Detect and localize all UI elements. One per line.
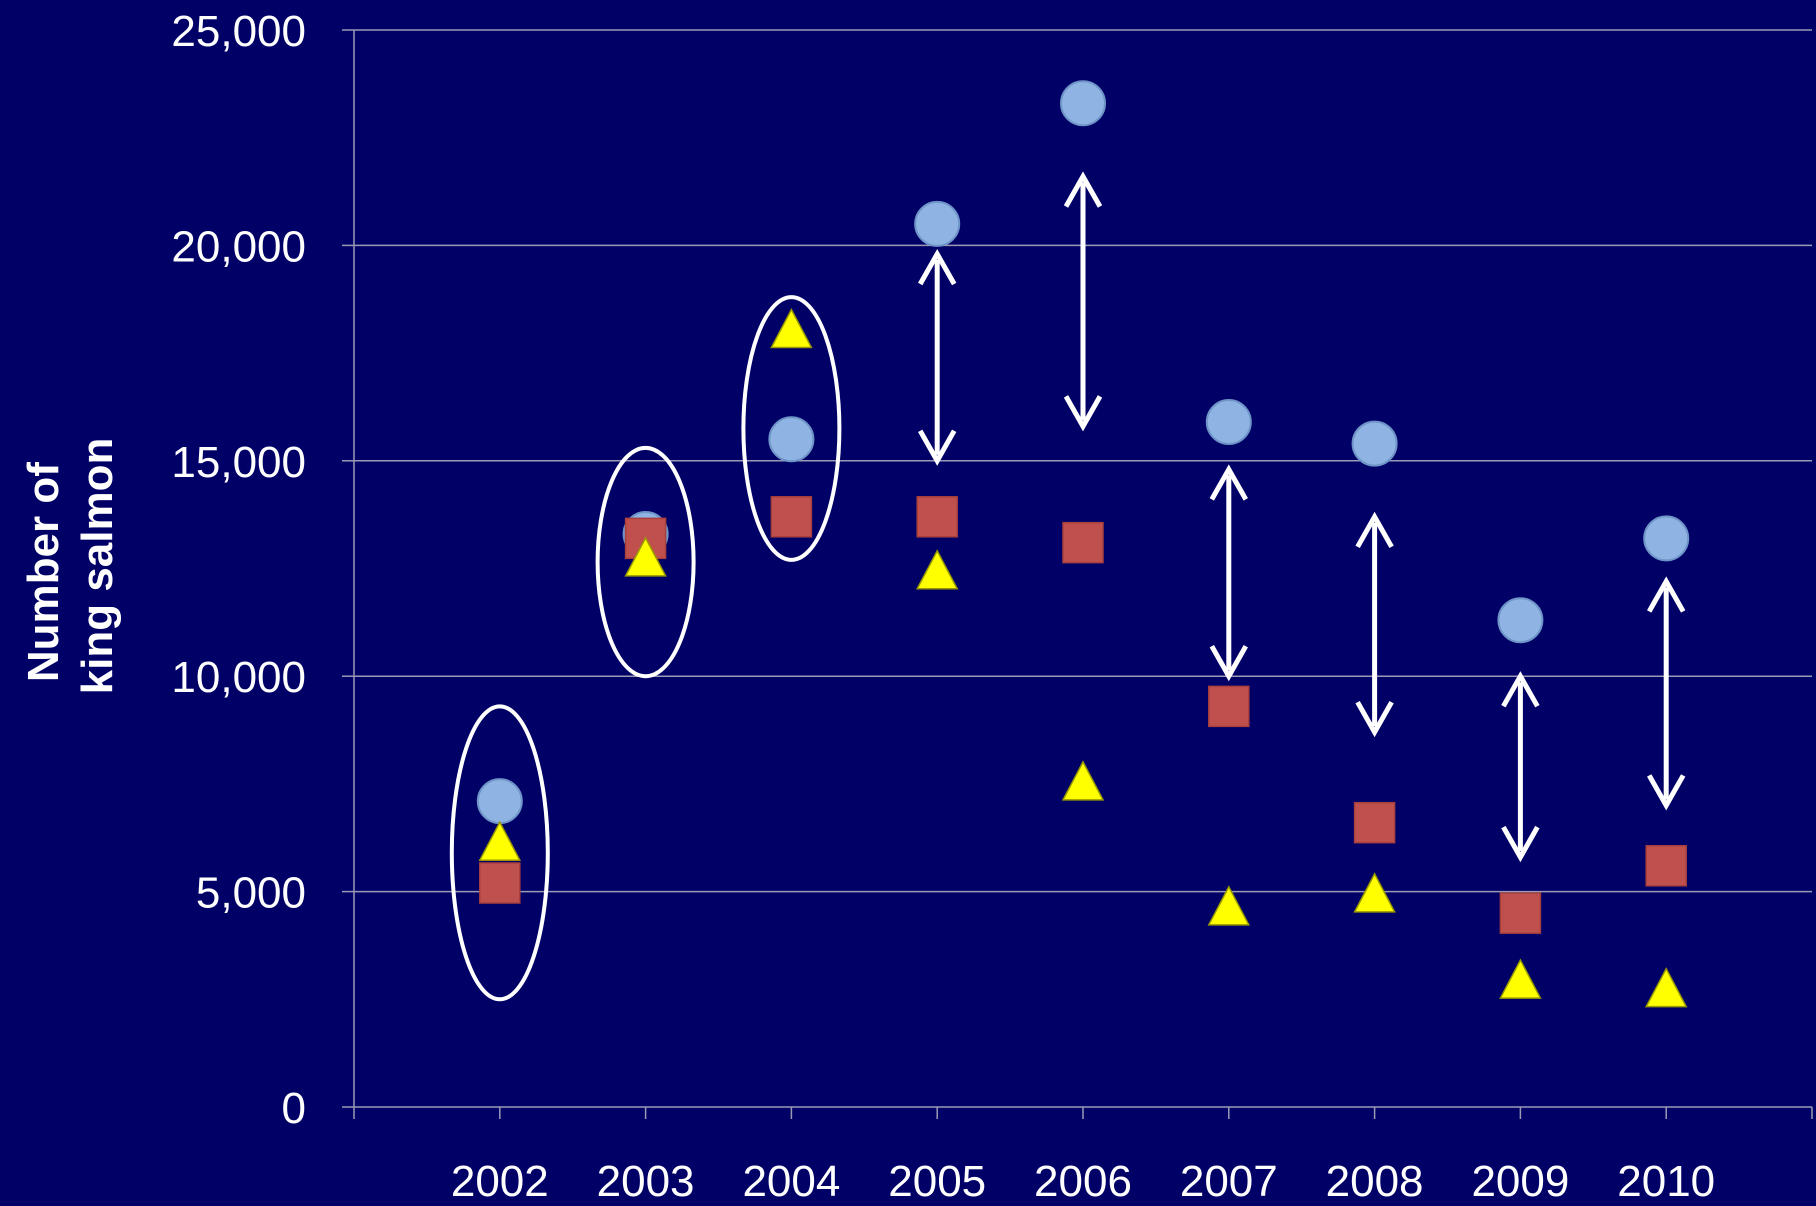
arrow-head-down — [1647, 774, 1686, 811]
triangle-point — [770, 307, 813, 349]
circle-point — [1497, 597, 1544, 644]
arrow-head-up — [1063, 171, 1103, 208]
arrow-head-up — [1501, 671, 1540, 708]
triangle-point — [624, 536, 667, 577]
annotations — [449, 171, 1686, 1002]
y-axis-title-line-2: king salmon — [73, 438, 122, 695]
x-tick-label: 2009 — [1471, 1157, 1569, 1206]
double-arrow — [1647, 576, 1686, 811]
square-point — [1208, 685, 1250, 728]
double-arrow — [1501, 671, 1540, 863]
triangle-point — [1061, 760, 1105, 801]
circle-point — [1060, 80, 1106, 127]
y-tick-labels: 0 5,000 10,000 15,000 20,000 25,000 — [171, 7, 306, 1133]
circle-point — [914, 200, 961, 247]
arrow-head-down — [918, 429, 957, 466]
y-tick-label: 10,000 — [171, 653, 306, 702]
x-tick-label: 2005 — [888, 1157, 986, 1206]
axes — [342, 29, 1813, 1119]
arrow-head-down — [1355, 700, 1394, 738]
arrow-head-up — [1647, 576, 1686, 613]
square-point — [916, 496, 958, 538]
triangle-point — [1353, 872, 1396, 913]
data-points — [476, 80, 1690, 1008]
arrow-head-down — [1501, 825, 1540, 863]
triangle-point — [478, 820, 522, 861]
y-axis-title: Number of king salmon — [19, 438, 122, 695]
circle-point — [1351, 420, 1398, 467]
double-arrow — [1063, 171, 1103, 432]
x-tick-label: 2007 — [1180, 1157, 1278, 1206]
arrow-head-up — [918, 248, 957, 286]
square-point — [1645, 845, 1687, 887]
y-tick-label: 0 — [282, 1084, 306, 1133]
x-tick-label: 2004 — [742, 1157, 840, 1206]
highlight-ellipse — [449, 704, 550, 1002]
highlight-ellipse — [741, 295, 842, 562]
double-arrow — [918, 248, 957, 466]
highlight-ellipse — [595, 445, 696, 679]
arrow-head-up — [1355, 511, 1394, 549]
circle-point — [476, 778, 523, 825]
arrow-head-down — [1063, 395, 1103, 432]
double-arrow — [1355, 511, 1394, 738]
triangle-point — [1499, 958, 1542, 999]
triangle-point — [1644, 967, 1688, 1008]
y-tick-label: 20,000 — [171, 222, 306, 271]
circle-point — [1205, 399, 1252, 446]
triangle-point — [915, 549, 959, 590]
square-point — [1499, 892, 1542, 934]
x-tick-label: 2010 — [1617, 1157, 1715, 1206]
x-tick-label: 2002 — [451, 1157, 549, 1206]
square-point — [479, 862, 521, 904]
x-tick-label: 2008 — [1326, 1157, 1424, 1206]
triangle-point — [1207, 885, 1251, 926]
arrow-head-up — [1209, 464, 1248, 501]
y-tick-label: 15,000 — [171, 438, 306, 487]
gridlines — [354, 29, 1812, 893]
y-tick-label: 25,000 — [171, 7, 306, 56]
arrow-head-down — [1209, 644, 1248, 682]
square-point — [1062, 521, 1104, 564]
x-tick-labels: 2002 2003 2004 2005 2006 2007 2008 2009 2010 — [451, 1157, 1715, 1206]
square-point — [770, 496, 813, 538]
circle-point — [1643, 515, 1690, 562]
circle-point — [768, 416, 815, 463]
x-tick-label: 2006 — [1034, 1157, 1132, 1206]
y-tick-label: 5,000 — [196, 869, 306, 918]
double-arrow — [1209, 464, 1248, 682]
x-tick-label: 2003 — [597, 1157, 695, 1206]
y-axis-title-line-1: Number of — [19, 462, 68, 682]
square-point — [1353, 801, 1396, 844]
